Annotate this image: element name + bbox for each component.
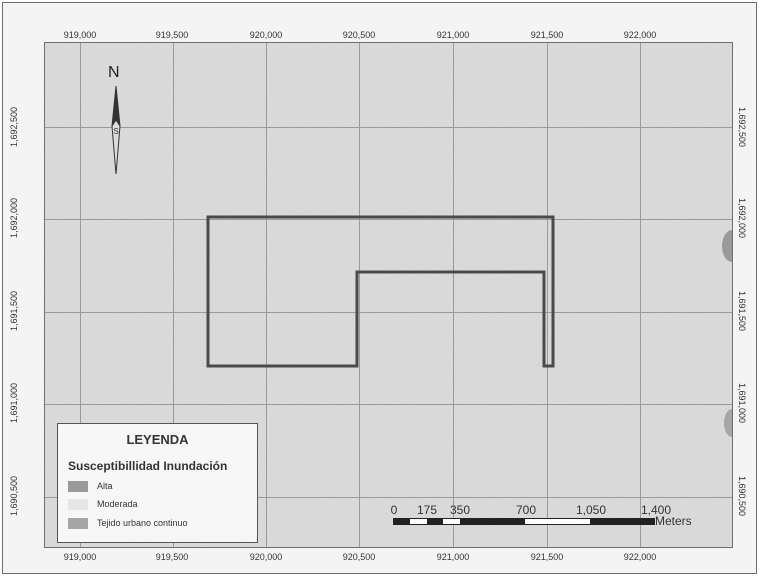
grid-label-top: 921,000 [436,30,470,40]
legend-label: Alta [97,481,113,491]
north-label: N [108,64,120,81]
north-arrow-icon: S [111,85,121,175]
study-area-outline[interactable] [206,215,555,368]
grid-line-vertical [453,43,454,547]
grid-label-bottom: 921,500 [530,552,564,562]
grid-line-horizontal [45,312,732,313]
grid-label-top: 919,000 [63,30,97,40]
scale-label: 1,050 [575,503,607,517]
grid-label-bottom: 919,500 [155,552,189,562]
legend-label: Moderada [97,499,138,509]
grid-label-bottom: 922,000 [623,552,657,562]
legend-title: LEYENDA [126,432,189,447]
legend: LEYENDA Susceptibillidad Inundación Alta… [57,423,258,543]
scale-label: 1,400 [640,503,672,517]
scale-label: 0 [390,503,398,517]
grid-line-vertical [173,43,174,547]
grid-line-vertical [547,43,548,547]
scale-bar: 0 175 350 700 1,050 1,400 Meters [390,503,710,533]
grid-label-bottom: 920,000 [249,552,283,562]
grid-label-top: 920,000 [249,30,283,40]
scale-label: 350 [449,503,471,517]
legend-item: Moderada [68,497,138,511]
grid-label-bottom: 920,500 [342,552,376,562]
grid-line-vertical [80,43,81,547]
grid-line-vertical [359,43,360,547]
scale-label: 175 [416,503,438,517]
grid-line-horizontal [45,497,732,498]
scale-units: Meters [655,514,692,528]
scale-label: 700 [515,503,537,517]
grid-label-top: 921,500 [530,30,564,40]
grid-line-horizontal [45,219,732,220]
legend-swatch [68,517,88,529]
scale-bar-segments [393,518,655,525]
grid-label-bottom: 919,000 [63,552,97,562]
legend-item: Tejido urbano continuo [68,516,188,530]
legend-item: Alta [68,479,113,493]
alta-zone [724,409,732,437]
grid-label-top: 922,000 [623,30,657,40]
grid-line-vertical [640,43,641,547]
legend-swatch [68,480,88,492]
legend-label: Tejido urbano continuo [97,518,188,528]
legend-swatch [68,498,88,510]
grid-line-horizontal [45,404,732,405]
grid-label-bottom: 921,000 [436,552,470,562]
alta-zone [722,230,732,262]
grid-label-top: 920,500 [342,30,376,40]
grid-line-vertical [266,43,267,547]
grid-line-horizontal [45,127,732,128]
legend-subtitle: Susceptibillidad Inundación [68,459,228,473]
svg-text:S: S [113,127,118,136]
grid-label-top: 919,500 [155,30,189,40]
